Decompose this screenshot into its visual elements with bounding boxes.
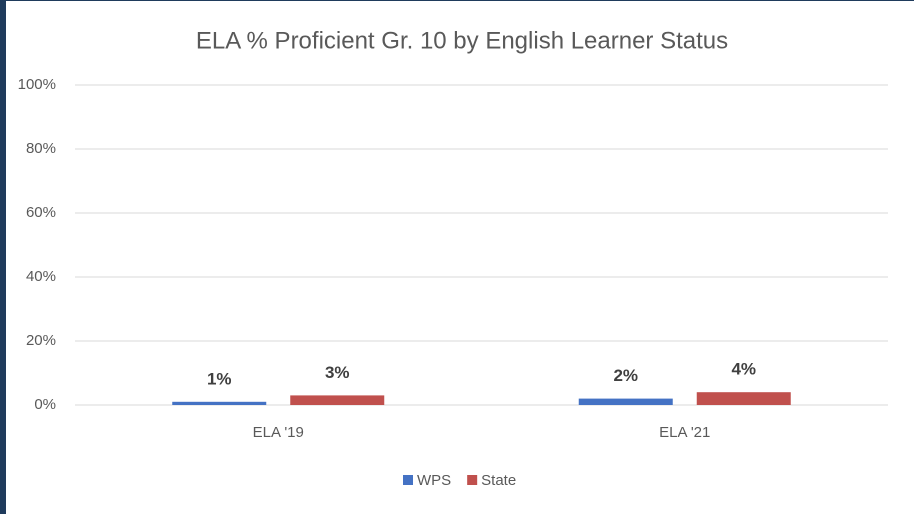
legend-swatch: [403, 475, 413, 485]
y-tick-label: 0%: [34, 396, 56, 413]
chart-title: ELA % Proficient Gr. 10 by English Learn…: [196, 27, 728, 54]
data-label: 2%: [613, 366, 638, 385]
bar: [172, 401, 267, 405]
legend-label: State: [481, 472, 516, 489]
data-label: 4%: [731, 360, 756, 379]
bar: [696, 392, 791, 405]
left-border: [0, 0, 6, 514]
data-label: 3%: [325, 363, 350, 382]
legend-swatch: [467, 475, 478, 485]
data-label: 1%: [207, 369, 232, 388]
y-tick-label: 100%: [18, 76, 56, 93]
y-tick-label: 40%: [26, 268, 56, 285]
bar: [290, 395, 385, 405]
y-tick-label: 60%: [26, 204, 56, 221]
top-border: [6, 0, 914, 1]
bar: [578, 398, 673, 405]
y-tick-label: 20%: [26, 332, 56, 349]
x-tick-label: ELA '21: [659, 424, 710, 441]
legend-label: WPS: [417, 472, 451, 489]
y-tick-label: 80%: [26, 140, 56, 157]
x-tick-label: ELA '19: [253, 424, 304, 441]
